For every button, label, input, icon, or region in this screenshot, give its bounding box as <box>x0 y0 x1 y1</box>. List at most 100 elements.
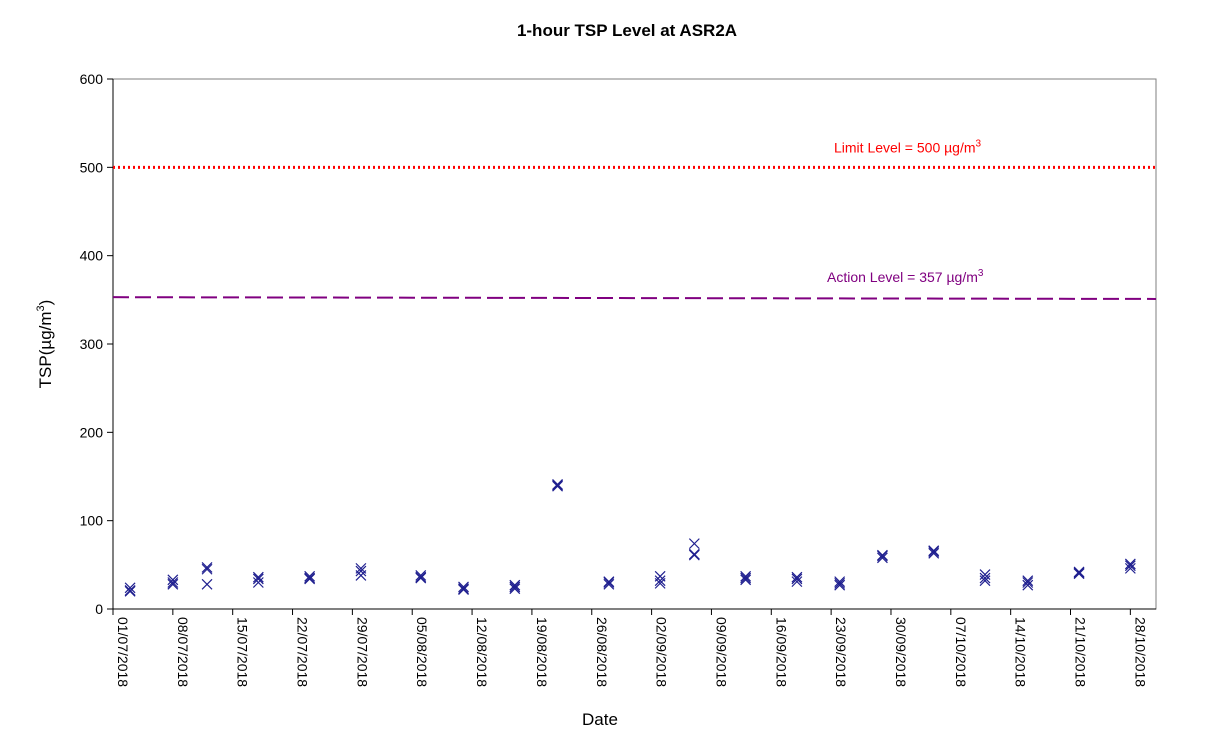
data-point <box>124 585 136 596</box>
data-point <box>654 570 666 582</box>
data-point <box>1124 562 1136 574</box>
y-tick-label: 500 <box>80 159 104 175</box>
data-point <box>688 549 700 561</box>
data-points <box>124 479 1136 597</box>
data-point <box>304 573 316 585</box>
data-point <box>415 572 427 584</box>
data-point <box>740 572 752 584</box>
action-level-line <box>112 296 1157 300</box>
data-point <box>928 546 940 558</box>
data-point <box>252 577 264 588</box>
x-axis-title: Date <box>582 710 618 729</box>
data-point <box>877 549 888 561</box>
data-point <box>415 570 427 581</box>
data-point <box>552 479 563 491</box>
chart-title: 1-hour TSP Level at ASR2A <box>517 21 737 40</box>
action-level-label-text: Action Level = 357 µg/m <box>827 269 978 285</box>
y-axis-title-unit: µg/m <box>36 311 55 349</box>
data-point <box>791 571 803 583</box>
y-tick-label: 0 <box>95 601 103 617</box>
data-point <box>603 576 615 588</box>
data-point <box>201 563 213 575</box>
data-point <box>740 574 752 586</box>
data-point <box>167 578 179 590</box>
data-point <box>740 570 752 582</box>
data-point <box>509 579 521 591</box>
x-tick-label: 29/07/2018 <box>354 617 370 687</box>
data-point <box>509 583 521 595</box>
data-point <box>509 581 521 593</box>
x-tick-label: 02/09/2018 <box>654 617 670 687</box>
y-ticks: 0 100 200 300 400 500 600 <box>80 71 113 617</box>
data-point <box>688 538 700 550</box>
data-point <box>304 572 316 584</box>
data-point <box>1073 568 1085 580</box>
data-point <box>201 578 213 590</box>
x-tick-label: 05/08/2018 <box>414 617 430 687</box>
x-tick-label: 08/07/2018 <box>175 617 191 687</box>
y-tick-label: 100 <box>80 513 104 529</box>
data-point <box>791 573 803 585</box>
data-point <box>458 583 469 595</box>
plot-frame <box>112 78 1157 610</box>
data-point <box>791 576 803 588</box>
data-point <box>877 552 888 564</box>
data-point <box>458 581 469 593</box>
x-tick-label: 12/08/2018 <box>474 617 490 687</box>
x-tick-label: 30/09/2018 <box>893 617 909 687</box>
x-tick-label: 23/09/2018 <box>833 617 849 687</box>
y-tick-label: 600 <box>80 71 104 87</box>
data-point <box>928 547 940 559</box>
action-level-label-sup: 3 <box>978 268 984 279</box>
data-point <box>603 578 615 590</box>
y-axis-title-main: TSP( <box>36 349 55 388</box>
x-tick-label: 28/10/2018 <box>1132 617 1148 687</box>
x-tick-label: 26/08/2018 <box>594 617 610 687</box>
data-point <box>1022 575 1034 587</box>
y-tick-label: 300 <box>80 336 104 352</box>
data-point <box>1124 558 1136 570</box>
data-point <box>928 545 940 557</box>
data-point <box>458 584 469 595</box>
data-point <box>1073 567 1085 579</box>
data-point <box>1022 577 1034 588</box>
data-point <box>1022 579 1034 591</box>
x-tick-label: 21/10/2018 <box>1073 617 1089 687</box>
data-point <box>201 562 213 573</box>
data-point <box>979 572 991 584</box>
x-tick-label: 14/10/2018 <box>1013 617 1029 687</box>
data-point <box>603 577 615 588</box>
data-point <box>877 550 888 562</box>
data-point <box>1124 560 1136 572</box>
x-tick-label: 01/07/2018 <box>115 617 131 687</box>
x-tick-label: 22/07/2018 <box>295 617 311 687</box>
data-point <box>355 562 367 574</box>
data-point <box>252 573 264 585</box>
data-point <box>834 577 846 589</box>
y-axis-title: TSP(µg/m3) <box>35 300 55 389</box>
x-tick-label: 09/09/2018 <box>713 617 729 687</box>
y-axis-title-close: ) <box>36 300 55 306</box>
y-tick-label: 200 <box>80 424 104 440</box>
data-point <box>654 575 666 587</box>
y-axis-title-sup: 3 <box>35 305 47 311</box>
x-tick-label: 16/09/2018 <box>773 617 789 687</box>
data-point <box>304 570 316 582</box>
data-point <box>1073 566 1085 578</box>
data-point <box>834 579 846 591</box>
y-tick-label: 400 <box>80 248 104 264</box>
data-point <box>124 582 136 594</box>
limit-level-label-sup: 3 <box>976 138 982 149</box>
data-point <box>552 480 563 492</box>
data-point <box>167 577 179 588</box>
x-ticks: 01/07/2018 08/07/2018 15/07/2018 22/07/2018… <box>112 609 1148 687</box>
data-point <box>834 576 846 588</box>
data-point <box>552 479 563 490</box>
x-tick-label: 07/10/2018 <box>953 617 969 687</box>
x-tick-label: 15/07/2018 <box>235 617 251 687</box>
limit-level-label-text: Limit Level = 500 µg/m <box>834 139 976 155</box>
x-tick-label: 19/08/2018 <box>534 617 550 687</box>
data-point <box>252 571 264 583</box>
data-point <box>355 565 367 577</box>
